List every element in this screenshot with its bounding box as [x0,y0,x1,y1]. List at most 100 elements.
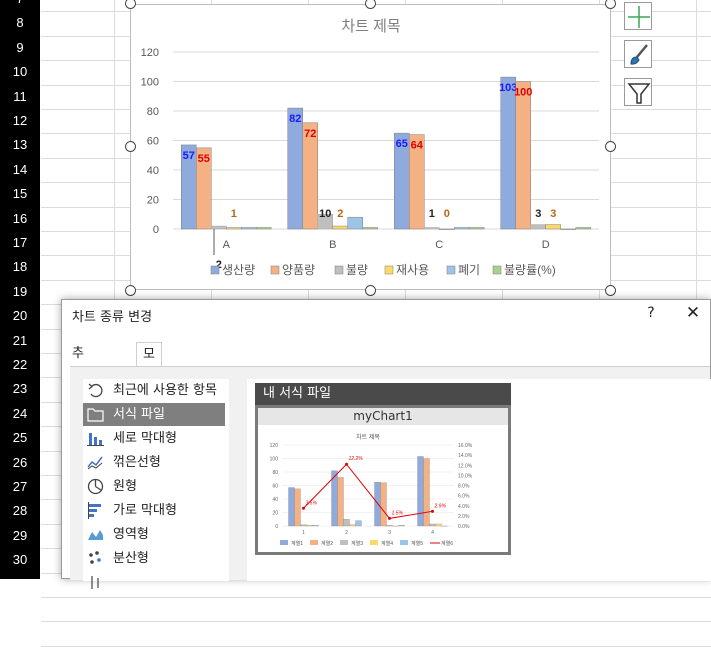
thumb-bar [387,525,393,526]
thumb-legend-label: 계열1 [291,540,303,547]
row-header[interactable]: 10 [0,60,40,84]
help-button[interactable]: ? [643,305,659,321]
thumb-bar [399,525,405,526]
row-header[interactable]: 21 [0,329,40,353]
y-tick-label: 20 [147,195,159,207]
thumb-y2-tick: 8.0% [458,484,470,490]
row-header[interactable]: 28 [0,499,40,523]
row-header[interactable]: 30 [0,548,40,572]
y-tick-label: 120 [141,47,159,59]
data-label: 10 [319,208,331,220]
row-header[interactable]: 23 [0,377,40,401]
line-chart-icon [87,454,104,471]
bar [288,108,303,229]
plus-icon [625,3,653,31]
stock-chart-icon [87,574,104,591]
bar [454,228,469,229]
brush-icon [625,41,653,69]
chart-type-templates[interactable]: 서식 파일 [83,403,225,426]
bar [241,228,256,229]
chart-type-more[interactable] [83,571,225,594]
row-header[interactable]: 19 [0,280,40,304]
chart-elements-button[interactable] [624,2,652,30]
close-button[interactable]: ✕ [684,303,702,323]
thumb-x-tick: 4 [431,530,434,536]
legend-label: 재사용 [396,263,429,277]
thumb-line-label: 12.2% [349,456,364,462]
thumb-bar [430,524,436,526]
bar [576,228,591,229]
thumb-y-tick: 60 [272,484,278,490]
row-header[interactable]: 14 [0,158,40,182]
chart-type-area[interactable]: 영역형 [83,523,225,546]
thumb-legend-swatch [310,540,318,545]
data-label: 3 [535,208,541,220]
legend-label: 폐기 [458,263,480,277]
chart-filters-button[interactable] [624,78,652,106]
tab-recommended-charts[interactable]: 추천 차트 [66,342,90,366]
resize-handle-bottom[interactable] [365,285,376,296]
template-preview-chart: 차트 제목0204060801001200.0%2.0%4.0%6.0%8.0%… [258,425,508,552]
folder-icon [87,406,104,423]
thumb-legend-swatch [400,540,408,545]
row-header[interactable]: 15 [0,182,40,206]
data-label: 1 [429,208,435,220]
row-header[interactable]: 9 [0,36,40,60]
row-header[interactable]: 20 [0,304,40,328]
change-chart-type-dialog: 차트 종류 변경 ? ✕ 추천 차트 모든 차트 최근에 사용한 항목 서식 파… [61,299,711,579]
legend-swatch [211,266,219,274]
chart-type-column[interactable]: 세로 막대형 [83,427,225,450]
row-header[interactable]: 24 [0,402,40,426]
thumb-y-tick: 0 [275,524,278,530]
row-header[interactable]: 22 [0,353,40,377]
data-label: 1 [231,208,237,220]
row-header[interactable]: 25 [0,426,40,450]
thumb-legend-label: 계열3 [351,540,363,547]
row-header[interactable]: 11 [0,85,40,109]
pie-chart-icon [87,478,104,495]
row-header[interactable]: 31 [0,573,40,597]
data-label: 72 [304,128,316,140]
resize-handle-bottom-left[interactable] [125,285,136,296]
row-header[interactable]: 12 [0,109,40,133]
thumb-bar [307,525,313,526]
bar [226,228,241,229]
chart-type-bar[interactable]: 가로 막대형 [83,499,225,522]
resize-handle-right[interactable] [605,141,616,152]
row-header[interactable]: 7 [0,0,40,11]
row-header[interactable]: 16 [0,207,40,231]
bar [256,228,271,229]
bar [439,229,454,230]
tab-all-charts[interactable]: 모든 차트 [136,342,162,366]
chart-type-pie[interactable]: 원형 [83,475,225,498]
resize-handle-left[interactable] [125,141,136,152]
legend-label: 양품량 [282,263,315,277]
data-label: 82 [289,113,301,125]
row-header[interactable]: 26 [0,451,40,475]
legend-label: 불량 [346,263,368,277]
chart-type-recent[interactable]: 최근에 사용한 항목 [83,379,225,402]
chart-type-line[interactable]: 꺾은선형 [83,451,225,474]
chart-type-scatter[interactable]: 분산형 [83,547,225,570]
column-chart-icon [87,430,104,447]
thumb-y-tick: 80 [272,470,278,476]
thumb-bar [295,489,301,526]
thumb-x-tick: 2 [345,530,348,536]
chart-type-label: 꺾은선형 [113,451,161,474]
row-header[interactable]: 33 [0,621,40,645]
row-headers: 7891011121314151617181920212223242526272… [0,0,40,579]
row-header[interactable]: 8 [0,11,40,35]
row-header[interactable]: 17 [0,231,40,255]
row-header[interactable]: 13 [0,133,40,157]
resize-handle-bottom-right[interactable] [605,285,616,296]
row-header[interactable]: 32 [0,597,40,621]
thumb-line-point [431,510,434,513]
row-header[interactable]: 18 [0,255,40,279]
row-header[interactable]: 27 [0,475,40,499]
row-header[interactable]: 29 [0,524,40,548]
data-label: 2 [337,208,343,220]
chart-styles-button[interactable] [624,40,652,68]
thumb-line-point [388,517,391,520]
